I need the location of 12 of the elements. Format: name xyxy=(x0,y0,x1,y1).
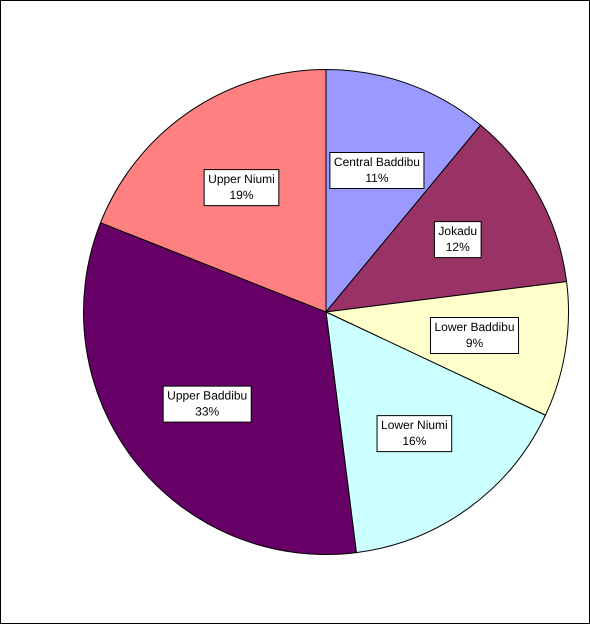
data-label: 19% xyxy=(229,188,254,202)
slice-label: Upper Niumi xyxy=(208,172,275,186)
slice-label: Lower Niumi xyxy=(381,418,448,432)
slice-label: Jokadu xyxy=(438,224,478,238)
slice-label: Upper Baddibu xyxy=(167,388,248,402)
data-label: 12% xyxy=(446,240,470,254)
data-label: 11% xyxy=(365,170,389,185)
data-label: 16% xyxy=(402,434,427,448)
slice-label: Central Baddibu xyxy=(334,154,420,169)
slice-label: Lower Baddibu xyxy=(434,320,515,334)
data-label: 33% xyxy=(195,404,220,418)
data-label: 9% xyxy=(466,336,484,350)
